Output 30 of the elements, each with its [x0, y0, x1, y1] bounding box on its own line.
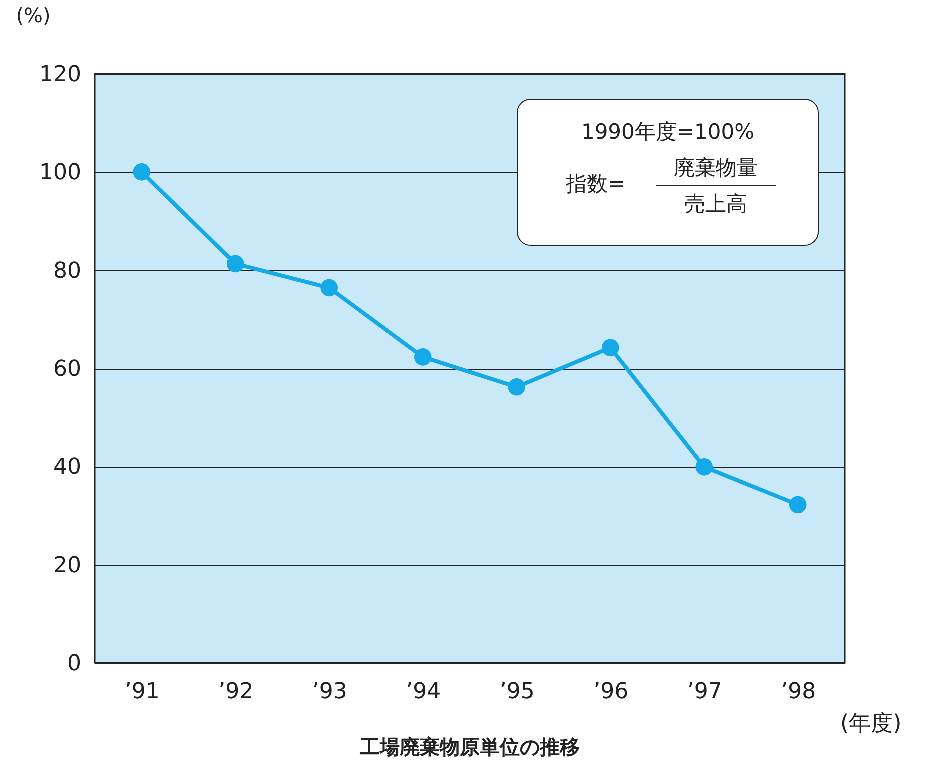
x-tick-label: ’94	[406, 680, 442, 704]
y-tick-label: 100	[40, 160, 82, 186]
y-tick-label: 80	[54, 258, 82, 284]
x-tick-label: ’96	[594, 680, 629, 704]
point	[226, 255, 244, 273]
x-tick-label: ’97	[687, 680, 722, 704]
point	[508, 378, 526, 396]
annotation: 売上高	[684, 191, 748, 218]
y-tick-label: 40	[54, 455, 82, 480]
point	[602, 339, 620, 357]
x-tick-label: ’98	[781, 680, 816, 704]
y-tick-label: 20	[54, 553, 82, 578]
annotation: 1990年度=100%	[580, 119, 756, 146]
y-axis-title: (%)	[16, 4, 51, 28]
text: 工場廃棄物原単位の推移	[359, 735, 580, 759]
annotation: 廃棄物量	[656, 154, 776, 186]
x-tick-label: ’91	[124, 680, 160, 704]
point	[789, 496, 807, 514]
y-tick-label: 60	[54, 357, 82, 382]
annotation: 指数=	[566, 171, 626, 198]
point	[133, 164, 151, 181]
y-tick-label: 0	[68, 652, 82, 676]
y-tick-label: 120	[40, 62, 82, 88]
x-tick-label: ’92	[218, 680, 254, 704]
point	[696, 458, 714, 476]
x-tick-label: ’93	[312, 680, 348, 704]
x-tick-label: ’95	[500, 680, 535, 704]
point	[414, 348, 432, 366]
x-axis-title: (年度)	[840, 712, 902, 736]
point	[320, 279, 338, 297]
